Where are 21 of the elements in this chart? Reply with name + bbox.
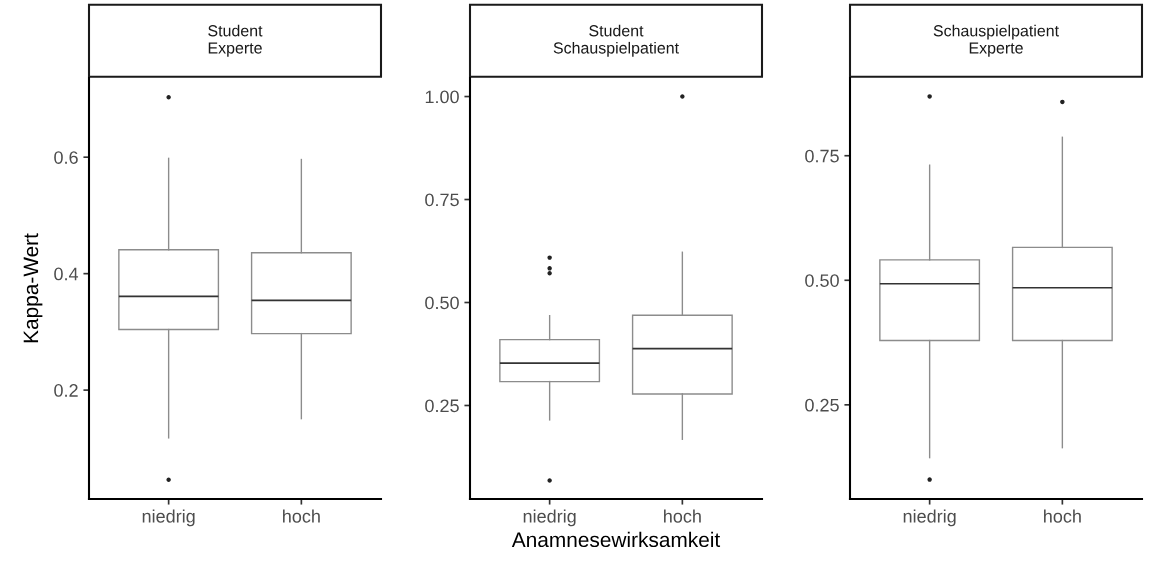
x-tick-label: hoch bbox=[664, 509, 701, 523]
y-axis-title: Kappa-Wert bbox=[23, 233, 43, 343]
x-tick-label: hoch bbox=[1044, 509, 1081, 523]
x-tick-label: niedrig bbox=[523, 509, 576, 527]
x-tick-label: niedrig bbox=[142, 509, 195, 527]
x-tick-label: hoch bbox=[283, 509, 320, 523]
chart-title: Student Schauspielpatient bbox=[553, 24, 679, 57]
y-tick-label: 1.00 bbox=[425, 90, 459, 104]
y-tick-label: 0.25 bbox=[425, 399, 459, 413]
x-tick-label: niedrig bbox=[903, 509, 956, 527]
y-tick-label: 0.6 bbox=[54, 151, 78, 164]
y-tick-label: 0.50 bbox=[425, 296, 459, 310]
chart-title: Student Experte bbox=[208, 24, 263, 57]
x-axis-title: Anamnesewirksamkeit bbox=[511, 531, 721, 548]
y-tick-label: 0.75 bbox=[805, 149, 839, 163]
chart-title: Schauspielpatient Experte bbox=[933, 24, 1059, 57]
y-tick-label: 0.75 bbox=[425, 193, 459, 207]
y-tick-label: 0.4 bbox=[54, 267, 79, 281]
y-tick-label: 0.25 bbox=[805, 398, 839, 412]
y-tick-label: 0.2 bbox=[54, 384, 78, 397]
y-tick-label: 0.50 bbox=[805, 274, 839, 287]
